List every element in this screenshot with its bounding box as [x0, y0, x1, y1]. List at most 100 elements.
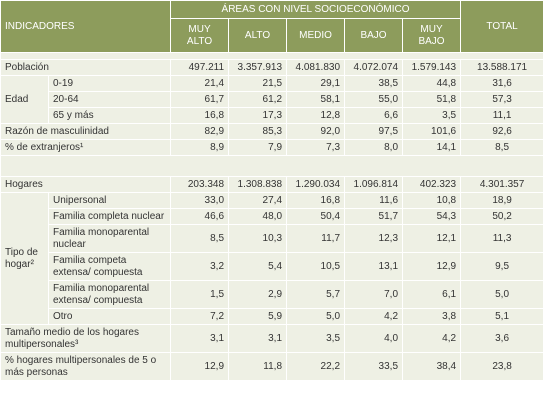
- table-row: Razón de masculinidad 82,9 85,3 92,0 97,5 101…: [0, 123, 543, 140]
- total-cell: 8,5: [460, 139, 543, 156]
- value-cell: 7,0: [344, 280, 404, 309]
- row-label: Unipersonal: [47, 192, 172, 209]
- value-cell: 3,8: [402, 308, 462, 325]
- level-header: MUY BAJO: [402, 18, 462, 53]
- row-label: Familia monoparental extensa/ compuesta: [47, 280, 172, 309]
- total-cell: 5,1: [460, 308, 543, 325]
- value-cell: 3,5: [402, 107, 462, 124]
- value-cell: 203.348: [170, 176, 230, 193]
- row-label: Razón de masculinidad: [0, 123, 172, 140]
- row-label: 65 y más: [47, 107, 172, 124]
- row-label: Población: [0, 59, 172, 76]
- group-label: Tipo de hogar²: [0, 192, 49, 325]
- value-cell: 3.357.913: [228, 59, 288, 76]
- total-cell: 31,6: [460, 75, 543, 92]
- table-row: Familia monoparental nuclear 8,5 10,3 11,7 1…: [1, 224, 543, 253]
- total-cell: 11,3: [460, 224, 543, 253]
- table-row: Población 497.211 3.357.913 4.081.830 4.072.…: [0, 59, 543, 76]
- spacer-cell: [0, 155, 543, 177]
- value-cell: 7,2: [170, 308, 230, 325]
- value-cell: 33,0: [170, 192, 230, 209]
- value-cell: 46,6: [170, 208, 230, 225]
- value-cell: 1.579.143: [402, 59, 462, 76]
- value-cell: 1.308.838: [228, 176, 288, 193]
- total-cell: 11,1: [460, 107, 543, 124]
- table-row: Familia competa extensa/ compuesta 3,2 5,4…: [1, 252, 543, 281]
- value-cell: 82,9: [170, 123, 230, 140]
- value-cell: 402.323: [402, 176, 462, 193]
- value-cell: 4,2: [402, 324, 462, 353]
- value-cell: 61,2: [228, 91, 288, 108]
- value-cell: 29,1: [286, 75, 346, 92]
- spacer-row: [0, 155, 543, 177]
- value-cell: 4.072.074: [344, 59, 404, 76]
- value-cell: 4,2: [344, 308, 404, 325]
- value-cell: 38,5: [344, 75, 404, 92]
- value-cell: 16,8: [170, 107, 230, 124]
- level-header: MEDIO: [286, 18, 346, 53]
- value-cell: 6,6: [344, 107, 404, 124]
- header-cell: TOTAL: [460, 0, 543, 53]
- value-cell: 5,7: [286, 280, 346, 309]
- value-cell: 4.081.830: [286, 59, 346, 76]
- table-row: Familia completa nuclear 46,6 48,0 50,4 51,7…: [1, 208, 543, 225]
- value-cell: 8,5: [170, 224, 230, 253]
- table-row: Familia monoparental extensa/ compuesta 1…: [1, 280, 543, 309]
- value-cell: 16,8: [286, 192, 346, 209]
- value-cell: 38,4: [402, 352, 462, 381]
- table-row: Hogares 203.348 1.308.838 1.290.034 1.096.81…: [0, 176, 543, 193]
- row-label: Hogares: [0, 176, 172, 193]
- value-cell: 12,9: [402, 252, 462, 281]
- row-label: Otro: [47, 308, 172, 325]
- value-cell: 101,6: [402, 123, 462, 140]
- table-row: 20-64 61,7 61,2 58,1 55,0 51,8 57,3: [1, 91, 543, 108]
- value-cell: 497.211: [170, 59, 230, 76]
- total-cell: 4.301.357: [460, 176, 543, 193]
- value-cell: 48,0: [228, 208, 288, 225]
- value-cell: 1.290.034: [286, 176, 346, 193]
- table-row: Edad 0-19 21,4 21,5 29,1 38,5 44,8 31,6: [0, 75, 543, 124]
- value-cell: 61,7: [170, 91, 230, 108]
- row-label: Familia completa nuclear: [47, 208, 172, 225]
- value-cell: 54,3: [402, 208, 462, 225]
- row-label: % de extranjeros¹: [0, 139, 172, 156]
- value-cell: 12,8: [286, 107, 346, 124]
- total-cell: 92,6: [460, 123, 543, 140]
- value-cell: 50,4: [286, 208, 346, 225]
- value-cell: 55,0: [344, 91, 404, 108]
- total-cell: 57,3: [460, 91, 543, 108]
- value-cell: 51,7: [344, 208, 404, 225]
- table-row: Otro 7,2 5,9 5,0 4,2 3,8 5,1: [1, 308, 543, 325]
- row-label: Tamaño medio de los hogares multipersona…: [0, 324, 172, 353]
- value-cell: 5,4: [228, 252, 288, 281]
- value-cell: 21,5: [228, 75, 288, 92]
- row-label: 0-19: [47, 75, 172, 92]
- value-cell: 12,1: [402, 224, 462, 253]
- value-cell: 44,8: [402, 75, 462, 92]
- value-cell: 5,9: [228, 308, 288, 325]
- header-cell: INDICADORES: [0, 0, 172, 53]
- value-cell: 33,5: [344, 352, 404, 381]
- data-table: INDICADORES ÁREAS CON NIVEL SOCIOECONÓMI…: [0, 0, 543, 381]
- value-cell: 3,1: [170, 324, 230, 353]
- value-cell: 92,0: [286, 123, 346, 140]
- value-cell: 7,3: [286, 139, 346, 156]
- table-row: Tamaño medio de los hogares multipersona…: [0, 324, 543, 353]
- value-cell: 21,4: [170, 75, 230, 92]
- level-header: MUY ALTO: [170, 18, 230, 53]
- value-cell: 10,3: [228, 224, 288, 253]
- header-cell: ÁREAS CON NIVEL SOCIOECONÓMICO: [170, 0, 462, 19]
- value-cell: 27,4: [228, 192, 288, 209]
- table-row: % hogares multipersonales de 5 o más per…: [0, 352, 543, 381]
- value-cell: 4,0: [344, 324, 404, 353]
- value-cell: 10,5: [286, 252, 346, 281]
- total-cell: 5,0: [460, 280, 543, 309]
- value-cell: 11,8: [228, 352, 288, 381]
- spacer-row: [0, 52, 543, 60]
- value-cell: 13,1: [344, 252, 404, 281]
- value-cell: 1,5: [170, 280, 230, 309]
- total-cell: 18,9: [460, 192, 543, 209]
- value-cell: 11,7: [286, 224, 346, 253]
- value-cell: 3,5: [286, 324, 346, 353]
- value-cell: 85,3: [228, 123, 288, 140]
